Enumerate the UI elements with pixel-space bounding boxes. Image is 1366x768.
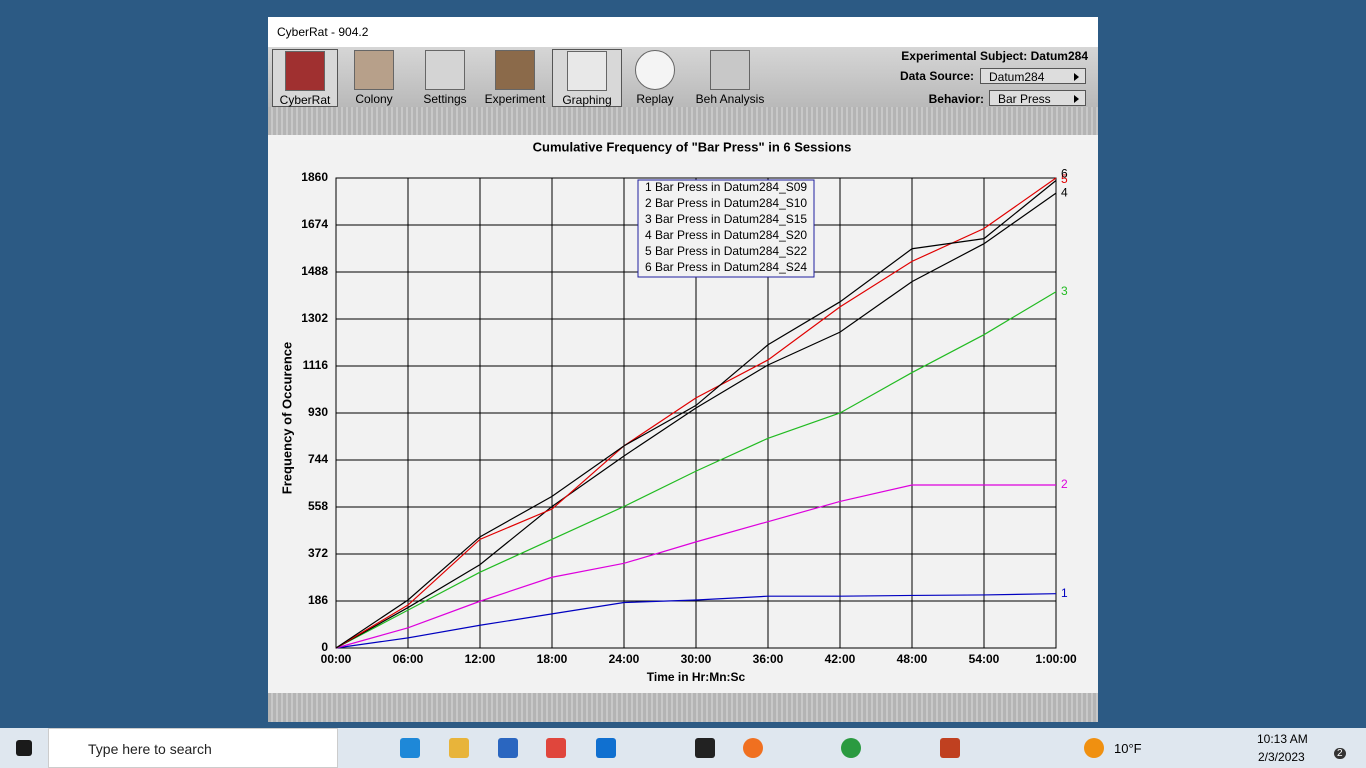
app-icon[interactable] <box>940 738 960 758</box>
search-placeholder: Type here to search <box>88 741 212 757</box>
y-tick-label: 1302 <box>301 311 328 325</box>
legend-entry: 1 Bar Press in Datum284_S09 <box>645 180 807 194</box>
button-label: Experiment <box>484 92 546 106</box>
bottom-stripe <box>268 693 1098 722</box>
toolbar-button[interactable]: Experiment <box>480 49 550 106</box>
app-icon[interactable] <box>841 738 861 758</box>
title-bar: CyberRat - 904.2 <box>268 17 1098 47</box>
y-tick-label: 1116 <box>303 358 329 372</box>
button-label: Replay <box>636 92 674 106</box>
x-tick-label: 54:00 <box>969 652 1000 666</box>
x-tick-label: 42:00 <box>825 652 856 666</box>
series-line <box>335 291 1057 649</box>
y-tick-label: 744 <box>308 452 328 466</box>
toolbar-button[interactable]: CyberRat <box>272 49 338 107</box>
x-tick-label: 06:00 <box>393 652 424 666</box>
y-tick-label: 558 <box>308 499 328 513</box>
toolbar: CyberRat Colony Settings Experiment Grap… <box>268 47 1098 107</box>
button-label: CyberRat <box>279 93 331 107</box>
y-tick-label: 930 <box>308 405 328 419</box>
x-tick-label: 1:00:00 <box>1035 652 1077 666</box>
button-label: Settings <box>423 92 467 106</box>
app-icon[interactable] <box>596 738 616 758</box>
clock-date: 2/3/2023 <box>1258 750 1305 764</box>
app-icon[interactable] <box>743 738 763 758</box>
y-tick-label: 1860 <box>301 170 328 184</box>
app-icon[interactable] <box>498 738 518 758</box>
start-button[interactable] <box>16 740 32 756</box>
legend-entry: 3 Bar Press in Datum284_S15 <box>645 212 807 226</box>
toolbar-button[interactable]: Colony <box>344 49 404 106</box>
series-end-label: 1 <box>1061 586 1068 600</box>
search-box[interactable]: Type here to search <box>48 728 338 768</box>
x-tick-label: 00:00 <box>321 652 352 666</box>
x-tick-label: 12:00 <box>465 652 496 666</box>
series-end-label: 3 <box>1061 284 1068 298</box>
data-source-dropdown[interactable]: Datum284 <box>980 68 1086 84</box>
series-line <box>335 593 1057 649</box>
chart: Cumulative Frequency of "Bar Press" in 6… <box>279 139 1077 684</box>
data-source-label: Data Source: <box>899 69 974 83</box>
series-line <box>335 177 1057 649</box>
legend-entry: 6 Bar Press in Datum284_S24 <box>645 260 807 274</box>
button-label: Beh Analysis <box>695 92 765 106</box>
series-line <box>335 180 1057 649</box>
legend-box <box>637 179 815 278</box>
toolbar-button[interactable]: Beh Analysis <box>688 49 772 106</box>
app-icon[interactable] <box>449 738 469 758</box>
clock-time: 10:13 AM <box>1257 732 1308 746</box>
y-axis-label: Frequency of Occurence <box>279 342 294 494</box>
y-tick-label: 1674 <box>301 217 328 231</box>
series-end-label: 6 <box>1061 167 1068 181</box>
app-icon[interactable] <box>546 738 566 758</box>
behavior-dropdown[interactable]: Bar Press <box>989 90 1086 106</box>
taskbar: Type here to search 10°F 10:13 AM 2/3/20… <box>0 728 1366 768</box>
legend: 1 Bar Press in Datum284_S09 2 Bar Press i… <box>637 179 815 278</box>
legend-entry: 5 Bar Press in Datum284_S22 <box>645 244 807 258</box>
x-tick-label: 36:00 <box>753 652 784 666</box>
legend-entry: 4 Bar Press in Datum284_S20 <box>645 228 807 242</box>
x-tick-label: 48:00 <box>897 652 928 666</box>
toolbar-button[interactable]: Graphing <box>552 49 622 107</box>
y-tick-label: 0 <box>321 640 328 654</box>
y-tick-label: 372 <box>308 546 328 560</box>
weather: 10°F <box>1114 741 1142 756</box>
app-window: CyberRat - 904.2 CyberRat Colony Setting… <box>268 17 1098 722</box>
x-tick-label: 18:00 <box>537 652 568 666</box>
legend-entry: 2 Bar Press in Datum284_S10 <box>645 196 807 210</box>
series-line <box>335 192 1057 649</box>
x-axis-label: Time in Hr:Mn:Sc <box>647 670 746 684</box>
x-tick-label: 24:00 <box>609 652 640 666</box>
chart-title: Cumulative Frequency of "Bar Press" in 6… <box>533 139 852 154</box>
button-label: Graphing <box>562 93 612 107</box>
weather-icon <box>1084 738 1104 758</box>
button-label: Colony <box>355 92 393 106</box>
toolbar-button[interactable]: Replay <box>630 49 680 106</box>
app-icon[interactable] <box>695 738 715 758</box>
toolbar-button[interactable]: Settings <box>416 49 474 106</box>
toolbar-stripe <box>268 107 1098 135</box>
y-tick-label: 186 <box>308 593 328 607</box>
series-end-label: 4 <box>1061 185 1068 199</box>
app-icon[interactable] <box>400 738 420 758</box>
notification-count[interactable]: 2 <box>1334 748 1346 759</box>
y-tick-label: 1488 <box>301 264 328 278</box>
subject-label: Experimental Subject: Datum284 <box>901 49 1088 63</box>
behavior-label: Behavior: <box>928 92 984 106</box>
series-end-label: 5 <box>1061 172 1068 186</box>
series-line <box>335 484 1056 649</box>
series-end-label: 2 <box>1061 477 1068 491</box>
x-tick-label: 30:00 <box>681 652 712 666</box>
